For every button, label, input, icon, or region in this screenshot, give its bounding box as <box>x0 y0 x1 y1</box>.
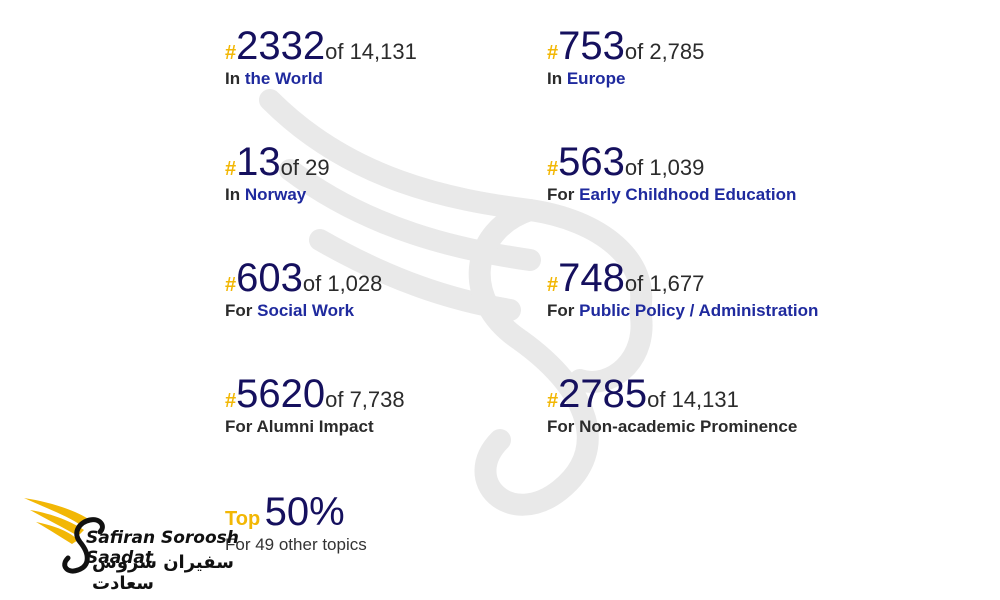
logo-text-en: Safiran Soroosh Saadat <box>86 528 239 568</box>
ranking-public-policy: #748of 1,677 For Public Policy / Adminis… <box>547 258 818 321</box>
wing-icon <box>24 498 105 574</box>
hash-symbol: # <box>225 42 237 64</box>
link-early-childhood-education[interactable]: Early Childhood Education <box>579 185 797 204</box>
link-the-world[interactable]: the World <box>244 69 323 88</box>
rank-prefix: For <box>225 301 253 320</box>
hash-symbol: # <box>225 274 237 296</box>
top-percent: 50% <box>264 490 345 534</box>
ranking-europe: #753of 2,785 In Europe <box>547 26 704 89</box>
rank-prefix: In <box>547 69 563 88</box>
hash-symbol: # <box>225 158 237 180</box>
rank-total: of 7,738 <box>325 387 405 412</box>
ranking-top-percent: Top 50% For 49 other topics <box>225 492 367 555</box>
hash-symbol: # <box>547 42 559 64</box>
hash-symbol: # <box>225 390 237 412</box>
top-word: Top <box>225 508 261 530</box>
link-public-policy-administration[interactable]: Public Policy / Administration <box>579 301 819 320</box>
brand-logo: Safiran Soroosh Saadat سفیران سروش سعادت <box>20 492 300 594</box>
ranking-alumni-impact: #5620of 7,738 For Alumni Impact <box>225 374 405 437</box>
rank-number: 603 <box>236 256 303 300</box>
link-europe[interactable]: Europe <box>566 69 626 88</box>
rank-number: 13 <box>236 140 281 184</box>
rank-total: of 14,131 <box>647 387 739 412</box>
hash-symbol: # <box>547 158 559 180</box>
ranking-non-academic-prominence: #2785of 14,131 For Non-academic Prominen… <box>547 374 797 437</box>
other-topics-link[interactable]: For 49 other topics <box>225 535 367 554</box>
rank-number: 2785 <box>558 372 648 416</box>
rank-prefix: In <box>225 69 241 88</box>
rank-prefix: For <box>547 301 575 320</box>
ranking-early-childhood-education: #563of 1,039 For Early Childhood Educati… <box>547 142 796 205</box>
rank-total: of 1,028 <box>302 271 383 296</box>
ranking-world: #2332of 14,131 In the World <box>225 26 417 89</box>
rank-total: of 29 <box>280 155 330 180</box>
rank-prefix: For <box>547 185 575 204</box>
ranking-social-work: #603of 1,028 For Social Work <box>225 258 382 321</box>
rank-label: For Alumni Impact <box>225 417 374 436</box>
rank-number: 748 <box>558 256 625 300</box>
rank-label: For Non-academic Prominence <box>547 417 798 436</box>
ranking-norway: #13of 29 In Norway <box>225 142 330 205</box>
link-social-work[interactable]: Social Work <box>257 301 355 320</box>
rank-total: of 14,131 <box>325 39 417 64</box>
link-norway[interactable]: Norway <box>244 185 307 204</box>
rank-total: of 2,785 <box>624 39 705 64</box>
rank-number: 5620 <box>236 372 326 416</box>
rank-total: of 1,677 <box>624 271 705 296</box>
rank-prefix: In <box>225 185 241 204</box>
logo-text-fa: سفیران سروش سعادت <box>92 552 234 594</box>
rank-number: 563 <box>558 140 625 184</box>
rank-number: 753 <box>558 24 625 68</box>
hash-symbol: # <box>547 390 559 412</box>
rank-number: 2332 <box>236 24 326 68</box>
watermark-emblem <box>259 89 653 516</box>
rank-total: of 1,039 <box>624 155 705 180</box>
hash-symbol: # <box>547 274 559 296</box>
